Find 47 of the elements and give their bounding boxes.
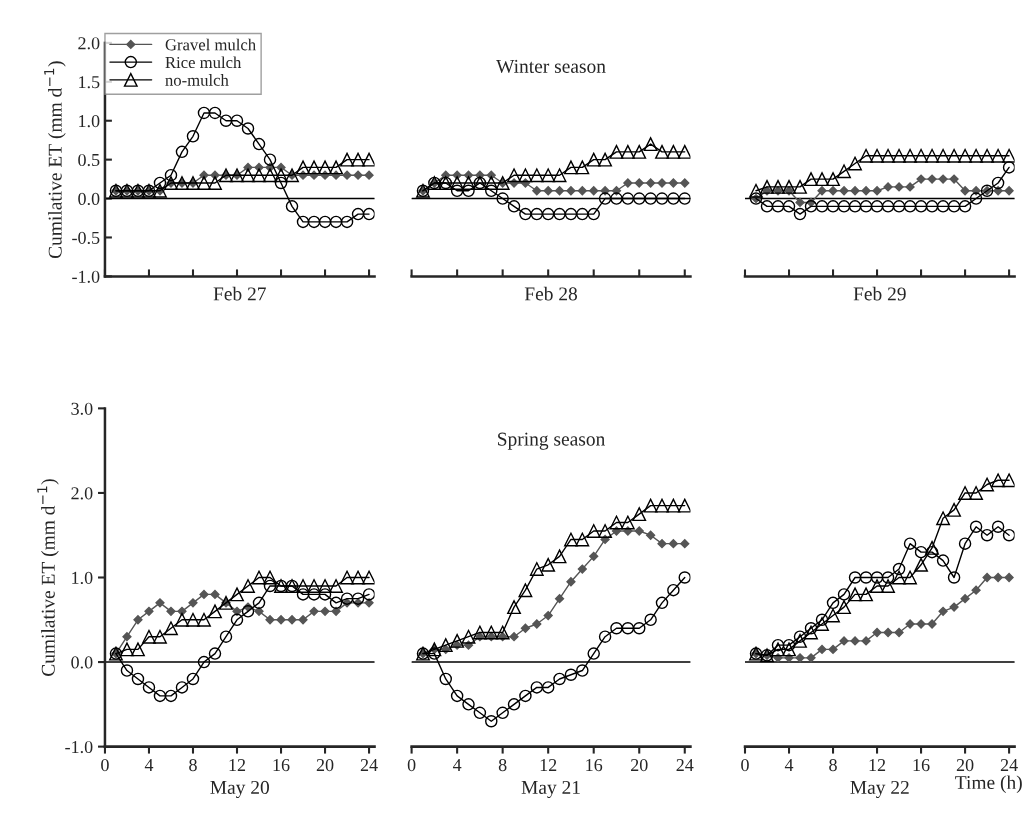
x-tick-label: 8 [498,758,507,772]
x-tick-label: 0 [741,758,749,772]
y-tick-label: 1.0 [72,571,93,585]
x-tick-label: 12 [229,759,246,771]
y-tick-label: 2.0 [78,37,100,50]
text: Winter season [496,59,606,74]
x-axis-title: Feb 28 [524,286,578,301]
x-tick-label: 24 [1000,759,1018,771]
y-tick-label: 1.5 [79,76,100,89]
y-tick-label: 1.0 [79,114,100,128]
y-tick-label: -1.0 [65,740,93,754]
x-tick-label: 0 [101,758,109,772]
y-tick-label: -0.5 [72,231,100,244]
x-tick-label: 16 [586,759,603,772]
x-axis-title: May 20 [210,780,269,798]
x-tick-label: 12 [869,759,886,771]
legend-label: Gravel mulch [165,38,256,51]
x-axis-title: Feb 27 [213,286,266,301]
y-tick-label: 0.0 [78,192,100,206]
x-tick-label: 8 [189,758,197,772]
y-tick-label: -1.0 [72,270,100,283]
y-axis-title: Cumilative ET (mm d$^{−1}$) [37,479,59,676]
y-tick-label: 3.0 [71,402,93,415]
x-axis-title: May 21 [521,780,580,798]
x-tick-label: 4 [784,759,794,771]
legend-label: no-mulch [165,74,229,86]
x-tick-label: 0 [407,758,416,772]
x-tick-label: 20 [956,758,974,772]
y-tick-label: 2.0 [71,487,93,500]
x-tick-label: 4 [452,759,462,771]
y-axis-title: Cumilative ET (mm d$^{−1}$) [44,61,66,259]
x-tick-label: 8 [829,758,837,772]
x-tick-label: 16 [913,759,930,772]
x-axis-title: May 22 [850,780,909,798]
y-tick-label: 0.5 [78,153,100,167]
x-tick-label: 16 [273,759,290,772]
x-tick-label: 4 [144,759,154,771]
x-axis-title: Feb 29 [853,286,906,301]
x-tick-label: 20 [316,758,334,772]
text: Spring season [498,432,606,450]
x-tick-label: 12 [540,759,557,771]
y-tick-label: 0.0 [71,656,93,669]
x-tick-label: 20 [631,758,648,772]
text: Time (h) [955,775,1022,794]
x-tick-label: 24 [360,759,378,771]
x-tick-label: 24 [676,759,694,771]
legend-label: Rice mulch [165,56,242,69]
